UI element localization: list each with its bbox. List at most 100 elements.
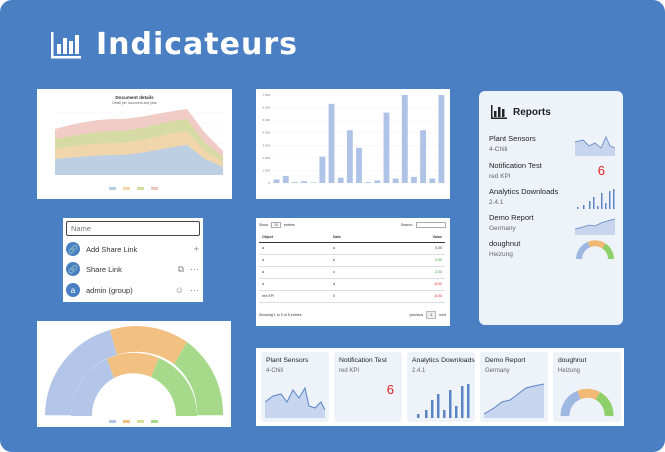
area-chart-card[interactable]: Document details Detail per document and… <box>37 89 232 199</box>
report-name: doughnut <box>489 239 521 248</box>
entries-select[interactable]: 10 <box>271 222 281 228</box>
report-name: Notification Test <box>489 161 542 170</box>
bar <box>273 179 280 183</box>
page-button[interactable]: 1 <box>426 311 437 319</box>
report-subtitle: Germany <box>489 225 516 232</box>
cell: red KPI <box>259 290 330 303</box>
legend-item <box>150 420 160 423</box>
column-header[interactable]: Object <box>259 233 330 243</box>
share-row-label: Add Share Link <box>86 244 138 254</box>
report-item-demo-report[interactable]: Demo Report Germany <box>489 213 615 243</box>
legend-item <box>108 420 118 423</box>
next-button[interactable]: next <box>439 313 446 317</box>
bar <box>401 95 408 183</box>
doughnut-legend <box>37 420 231 423</box>
report-item-plant-sensors[interactable]: Plant Sensors 4-Chili <box>489 134 615 164</box>
add-icon[interactable]: + <box>193 244 199 254</box>
table-row: red KPI 0 -6,00 <box>259 290 445 303</box>
cell: a <box>329 242 385 255</box>
cell: a <box>259 266 330 279</box>
tile-name: Demo Report <box>485 357 526 364</box>
column-header[interactable]: Date <box>329 233 385 243</box>
previous-button[interactable]: previous <box>409 313 424 317</box>
bar-chart-card[interactable]: 7 000 6 000 5 000 4 000 3 000 2 000 1 000 0 <box>256 89 450 199</box>
reports-panel: Reports Plant Sensors 4-Chili Notificati… <box>479 91 623 325</box>
kpi-value: 6 <box>386 382 394 397</box>
y-tick-label: 0 <box>268 181 270 185</box>
share-card: 🔗 Add Share Link + 🔗 Share Link ⧉ ⋯ a ad… <box>63 218 203 302</box>
bar <box>301 181 307 183</box>
bar <box>383 112 390 183</box>
bar <box>319 156 326 183</box>
tile-demo-report[interactable]: Demo Report Germany <box>480 352 548 422</box>
link-icon: 🔗 <box>66 242 80 256</box>
doughnut-card[interactable] <box>37 321 231 427</box>
table-row: a c 2,00 <box>259 266 445 279</box>
cell: 0,00 <box>384 242 445 255</box>
tile-subtitle: 4-Chili <box>266 368 284 374</box>
column-header[interactable]: Value <box>384 233 445 243</box>
group-avatar: a <box>66 283 80 297</box>
add-share-link-row[interactable]: 🔗 Add Share Link + <box>66 239 199 259</box>
legend-item <box>137 187 146 190</box>
legend-item <box>136 420 146 423</box>
cell: d <box>329 278 385 291</box>
report-item-notification-test[interactable]: Notification Test red KPI 6 <box>489 161 615 191</box>
y-tick-label: 5 000 <box>262 118 270 122</box>
report-subtitle: Heizung <box>489 251 513 258</box>
legend-item <box>151 187 160 190</box>
share-row-label: Share Link <box>86 264 122 274</box>
table-header-row: Object Date Value <box>259 233 445 243</box>
cell: -5,00 <box>384 278 445 291</box>
copy-icon[interactable]: ⧉ <box>177 263 184 274</box>
search-control: Search: <box>401 222 446 228</box>
donut-sparkline <box>560 388 614 417</box>
more-icon[interactable]: ⋯ <box>190 263 199 274</box>
bar-chart-icon <box>491 105 507 119</box>
tile-name: doughnut <box>558 357 587 364</box>
group-icon[interactable]: ☺ <box>174 285 184 295</box>
bar <box>328 103 335 183</box>
bar <box>346 130 353 183</box>
y-tick-label: 3 000 <box>262 143 270 147</box>
report-item-doughnut[interactable]: doughnut Heizung <box>489 239 615 269</box>
tile-name: Plant Sensors <box>266 357 309 364</box>
bar <box>282 175 289 183</box>
search-input[interactable] <box>416 222 446 228</box>
link-icon: 🔗 <box>66 262 80 276</box>
tile-subtitle: Heizung <box>558 368 581 374</box>
cell: a <box>259 242 330 255</box>
tile-plant-sensors[interactable]: Plant Sensors 4-Chili <box>261 352 329 422</box>
cell: 2,00 <box>384 266 445 279</box>
bar <box>429 178 436 183</box>
bar <box>365 182 372 183</box>
bar <box>291 182 298 183</box>
bar <box>374 180 381 183</box>
tile-analytics-downloads[interactable]: Analytics Downloads 2.4.1 <box>407 352 475 422</box>
more-icon[interactable]: ⋯ <box>190 284 199 295</box>
reports-title: Reports <box>513 106 551 118</box>
entries-control: Show 10 entries <box>259 222 295 228</box>
kpi-value: 6 <box>597 163 605 178</box>
admin-group-row[interactable]: a admin (group) ☺ ⋯ <box>66 280 199 300</box>
line-sparkline <box>575 136 615 156</box>
cell: b <box>329 254 385 267</box>
name-input[interactable] <box>66 221 200 236</box>
reports-header: Reports <box>491 105 551 119</box>
legend-item <box>109 187 118 190</box>
tile-notification-test[interactable]: Notification Test red KPI 6 <box>334 352 402 422</box>
cell: a <box>259 254 330 267</box>
area-sparkline <box>575 218 615 235</box>
tile-subtitle: Germany <box>485 368 510 374</box>
tile-doughnut[interactable]: doughnut Heizung <box>553 352 621 422</box>
share-link-row[interactable]: 🔗 Share Link ⧉ ⋯ <box>66 259 199 279</box>
y-tick-label: 6 000 <box>262 106 270 110</box>
area-chart <box>55 109 225 175</box>
bar-chart-icon <box>51 32 81 59</box>
y-tick-label: 1 000 <box>262 168 270 172</box>
area-chart-title: Document details <box>115 95 154 100</box>
table-info: Showing 1 to 5 of 5 entries <box>259 313 302 317</box>
legend-item <box>122 420 132 423</box>
report-item-analytics-downloads[interactable]: Analytics Downloads 2.4.1 <box>489 187 615 217</box>
